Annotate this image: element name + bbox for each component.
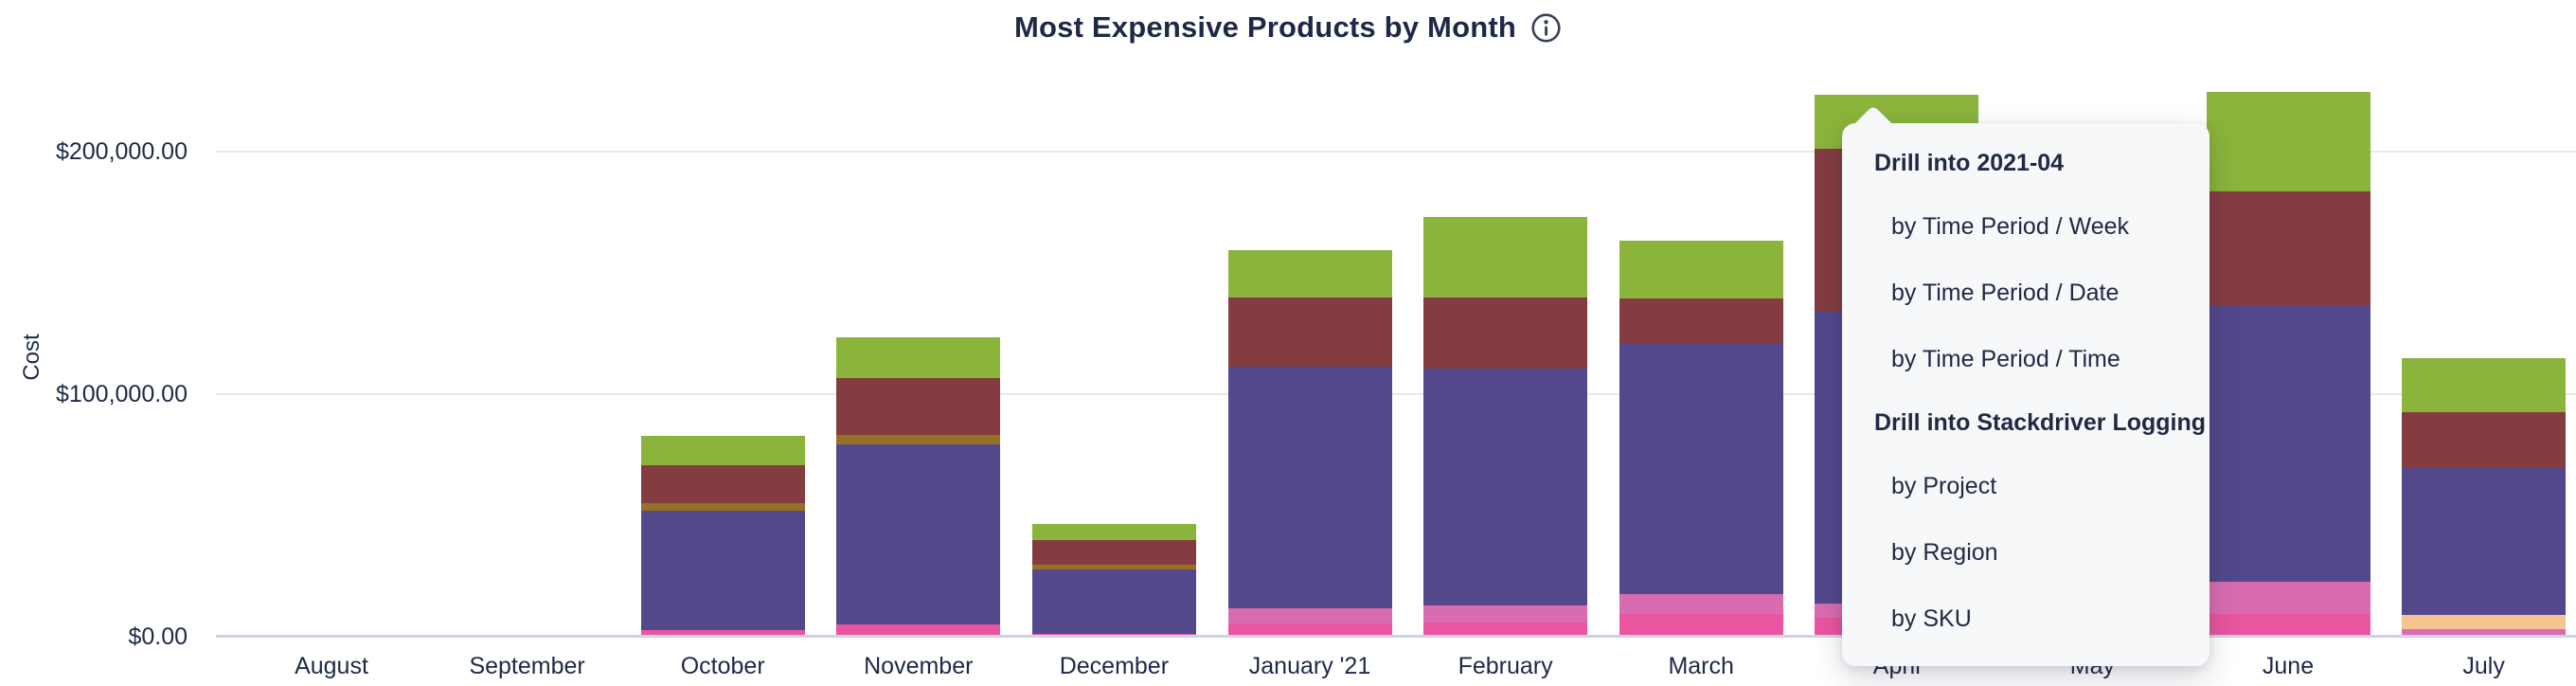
bar-segment-olive[interactable] xyxy=(640,503,805,512)
menu-item-by-time-period-time[interactable]: by Time Period / Time xyxy=(1891,346,2120,372)
x-axis-labels: August September October November December Ja… xyxy=(0,653,2576,686)
bar-segment-purple[interactable] xyxy=(1423,368,1588,606)
bar-segment-green[interactable] xyxy=(1423,216,1588,298)
bar-segment-magenta[interactable] xyxy=(1423,622,1588,637)
menu-item-by-sku[interactable]: by SKU xyxy=(1891,605,1972,632)
bar-segment-purple[interactable] xyxy=(2206,305,2370,582)
bar-november[interactable] xyxy=(836,337,1001,637)
bar-december[interactable] xyxy=(1031,523,1196,637)
bar-segment-magenta[interactable] xyxy=(1227,623,1392,637)
bar-segment-magenta[interactable] xyxy=(836,623,1001,637)
chart-header: Most Expensive Products by Month xyxy=(0,0,2576,55)
info-circle-glyph xyxy=(1531,12,1561,43)
bar-segment-purple[interactable] xyxy=(1227,366,1392,608)
bar-segment-maroon[interactable] xyxy=(1423,297,1588,369)
x-axis-label-november: November xyxy=(864,653,974,679)
bar-segment-olive[interactable] xyxy=(836,434,1001,444)
menu-item-by-region[interactable]: by Region xyxy=(1891,539,1998,566)
y-tick-200000: $200,000.00 xyxy=(55,138,188,165)
x-axis-label-august: August xyxy=(295,653,368,679)
bar-segment-maroon[interactable] xyxy=(640,465,805,504)
bar-segment-orchid[interactable] xyxy=(1423,605,1588,623)
bar-segment-purple[interactable] xyxy=(640,511,805,631)
bar-june[interactable] xyxy=(2206,91,2370,637)
x-axis-label-february: February xyxy=(1458,653,1553,679)
gridline-100000 xyxy=(216,393,2576,395)
y-tick-100000: $100,000.00 xyxy=(55,381,188,407)
info-icon[interactable] xyxy=(1530,12,1562,44)
x-axis-label-october: October xyxy=(680,653,765,679)
drill-down-menu: Drill into 2021-04 by Time Period / Week b… xyxy=(1842,104,2209,666)
bar-march[interactable] xyxy=(1619,240,1783,637)
y-tick-0: $0.00 xyxy=(128,623,188,650)
bar-october[interactable] xyxy=(640,436,805,637)
page-title: Most Expensive Products by Month xyxy=(1013,10,1517,44)
x-axis-label-september: September xyxy=(469,653,585,679)
x-axis-label-december: December xyxy=(1059,653,1170,679)
bar-segment-green[interactable] xyxy=(1619,240,1783,298)
bar-segment-purple[interactable] xyxy=(836,443,1001,624)
bar-segment-magenta[interactable] xyxy=(640,630,805,637)
x-axis-label-march: March xyxy=(1668,653,1734,679)
menu-section-header-drill-into-stackdriver-logging: Drill into Stackdriver Logging xyxy=(1874,409,2207,436)
menu-body: Drill into 2021-04 by Time Period / Week b… xyxy=(1842,123,2209,652)
bar-segment-green[interactable] xyxy=(1031,523,1196,540)
menu-item-by-time-period-date[interactable]: by Time Period / Date xyxy=(1891,280,2120,306)
bar-segment-maroon[interactable] xyxy=(2206,190,2370,306)
bar-segment-maroon[interactable] xyxy=(836,378,1001,435)
menu-section-header-drill-into-2021-04: Drill into 2021-04 xyxy=(1874,150,2065,176)
bar-segment-olive[interactable] xyxy=(1031,564,1196,569)
bar-january-21[interactable] xyxy=(1227,249,1392,637)
bar-segment-magenta[interactable] xyxy=(1619,613,1783,637)
bar-segment-orchid[interactable] xyxy=(1227,607,1392,623)
bar-segment-magenta[interactable] xyxy=(2206,613,2370,637)
bar-segment-maroon[interactable] xyxy=(2402,412,2567,469)
bar-segment-orchid[interactable] xyxy=(2206,581,2370,614)
bar-segment-maroon[interactable] xyxy=(1227,297,1392,367)
gridline-200000 xyxy=(216,151,2576,153)
bar-segment-purple[interactable] xyxy=(2402,468,2567,616)
bar-segment-purple[interactable] xyxy=(1619,342,1783,594)
x-axis-label-january-21: January '21 xyxy=(1248,653,1371,679)
bar-segment-green[interactable] xyxy=(836,337,1001,379)
x-axis-label-july: July xyxy=(2462,653,2505,679)
bar-segment-maroon[interactable] xyxy=(1619,298,1783,343)
bar-segment-orchid[interactable] xyxy=(1619,593,1783,614)
x-axis-label-june: June xyxy=(2262,653,2315,679)
bar-segment-green[interactable] xyxy=(2206,91,2370,191)
bar-segment-green[interactable] xyxy=(1227,249,1392,298)
x-axis-line xyxy=(216,635,2576,638)
bar-segment-peach[interactable] xyxy=(2402,615,2567,630)
bar-segment-purple[interactable] xyxy=(1031,569,1196,634)
menu-item-by-project[interactable]: by Project xyxy=(1891,473,1997,499)
menu-item-by-time-period-week[interactable]: by Time Period / Week xyxy=(1891,213,2130,240)
bar-segment-maroon[interactable] xyxy=(1031,539,1196,565)
bar-segment-orchid[interactable] xyxy=(2402,629,2567,637)
bar-segment-green[interactable] xyxy=(640,436,805,466)
bar-segment-green[interactable] xyxy=(2402,358,2567,413)
bar-february[interactable] xyxy=(1423,216,1588,637)
bar-july[interactable] xyxy=(2402,358,2567,637)
